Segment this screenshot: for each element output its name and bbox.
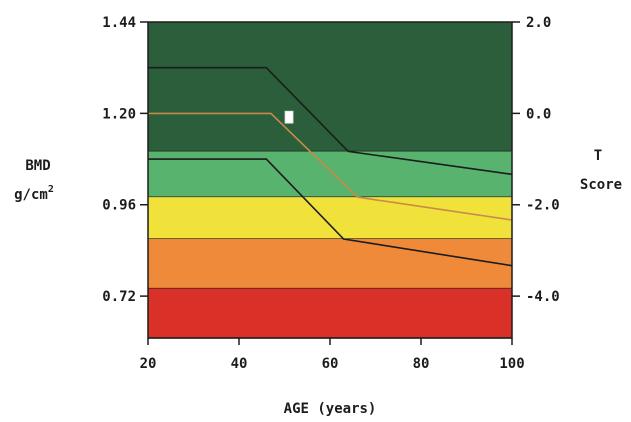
- right-axis-labels: 2.0 0.0 -2.0 -4.0: [526, 15, 560, 305]
- y2-tick-label: -2.0: [526, 198, 560, 214]
- x-axis-title: AGE (years): [284, 401, 377, 417]
- y2-tick-label: 0.0: [526, 106, 551, 122]
- x-tick-label: 40: [231, 356, 248, 372]
- band-green: [148, 151, 512, 198]
- y-tick-label: 1.20: [102, 106, 136, 122]
- y-tick-label: 1.44: [102, 15, 136, 31]
- bmd-bands: [148, 22, 512, 339]
- y2-axis-title-line2: Score: [580, 177, 622, 193]
- upper-curve: [148, 66, 513, 176]
- mean-curve: [148, 112, 513, 221]
- y-tick-label: 0.72: [102, 289, 136, 305]
- left-axis-labels: 1.44 1.20 0.96 0.72: [102, 15, 136, 305]
- x-tick-label: 60: [322, 356, 339, 372]
- patient-point: [284, 110, 294, 124]
- band-red: [148, 288, 512, 338]
- axis-ticks: [140, 21, 520, 345]
- patient-points: [284, 110, 294, 124]
- x-tick-label: 20: [140, 356, 157, 372]
- x-tick-label: 100: [499, 356, 524, 372]
- y-axis-title-line1: BMD: [25, 158, 50, 174]
- band-orange: [148, 239, 512, 289]
- y2-tick-label: -4.0: [526, 289, 560, 305]
- x-tick-label: 80: [413, 356, 430, 372]
- band-yellow: [148, 197, 512, 240]
- y2-axis-title-line1: T: [594, 148, 602, 164]
- reference-curves: [148, 66, 513, 267]
- band-dark-green: [148, 22, 512, 152]
- y-axis-title-superscript: 2: [48, 184, 54, 195]
- y2-tick-label: 2.0: [526, 15, 551, 31]
- y-tick-label: 0.96: [102, 198, 136, 214]
- lower-curve: [148, 158, 513, 267]
- y-axis-title-line2: g/cm2: [14, 184, 54, 203]
- bottom-axis-labels: 20 40 60 80 100: [140, 356, 525, 372]
